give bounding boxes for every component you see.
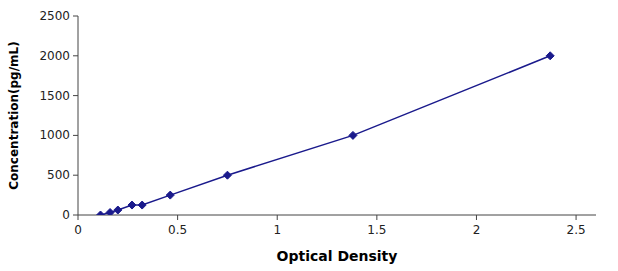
y-tick-label: 500 xyxy=(47,168,70,182)
x-tick xyxy=(277,215,278,220)
x-axis-label: Optical Density xyxy=(277,248,398,264)
y-axis-label: Concentration(pg/mL) xyxy=(7,41,21,189)
x-tick xyxy=(576,215,577,220)
y-tick-label: 2500 xyxy=(39,9,70,23)
x-tick-label: 1 xyxy=(273,223,281,237)
y-tick-label: 1000 xyxy=(39,128,70,142)
x-tick-label: 2 xyxy=(473,223,481,237)
x-tick xyxy=(376,215,377,220)
y-axis-line xyxy=(78,16,79,215)
x-tick xyxy=(177,215,178,220)
y-tick xyxy=(73,95,78,96)
y-tick xyxy=(73,215,78,216)
x-tick-label: 0.5 xyxy=(168,223,187,237)
data-point xyxy=(97,211,105,215)
x-tick xyxy=(476,215,477,220)
data-line xyxy=(101,56,551,215)
x-tick xyxy=(78,215,79,220)
y-tick-label: 2000 xyxy=(39,49,70,63)
chart-container: 0 0.5 1 1.5 2 2.5 0 500 1000 1500 2000 2500 Optical … xyxy=(0,0,618,271)
data-point xyxy=(138,201,146,209)
data-point xyxy=(106,209,114,215)
y-tick-label: 0 xyxy=(62,208,70,222)
data-point xyxy=(546,52,554,60)
ticks: 0 0.5 1 1.5 2 2.5 0 500 1000 1500 2000 2500 xyxy=(39,9,585,237)
x-tick-label: 2.5 xyxy=(567,223,586,237)
plot-area xyxy=(97,52,555,215)
data-point xyxy=(349,131,357,139)
x-tick-label: 0 xyxy=(74,223,82,237)
data-point xyxy=(114,206,122,214)
y-tick xyxy=(73,135,78,136)
y-tick xyxy=(73,175,78,176)
y-tick-label: 1500 xyxy=(39,89,70,103)
x-axis-line xyxy=(78,215,596,216)
y-tick xyxy=(73,16,78,17)
chart-svg: 0 0.5 1 1.5 2 2.5 0 500 1000 1500 2000 2500 Optical … xyxy=(0,0,618,271)
data-point xyxy=(128,201,136,209)
data-point xyxy=(223,171,231,179)
y-tick xyxy=(73,55,78,56)
data-point xyxy=(166,191,174,199)
x-tick-label: 1.5 xyxy=(367,223,386,237)
